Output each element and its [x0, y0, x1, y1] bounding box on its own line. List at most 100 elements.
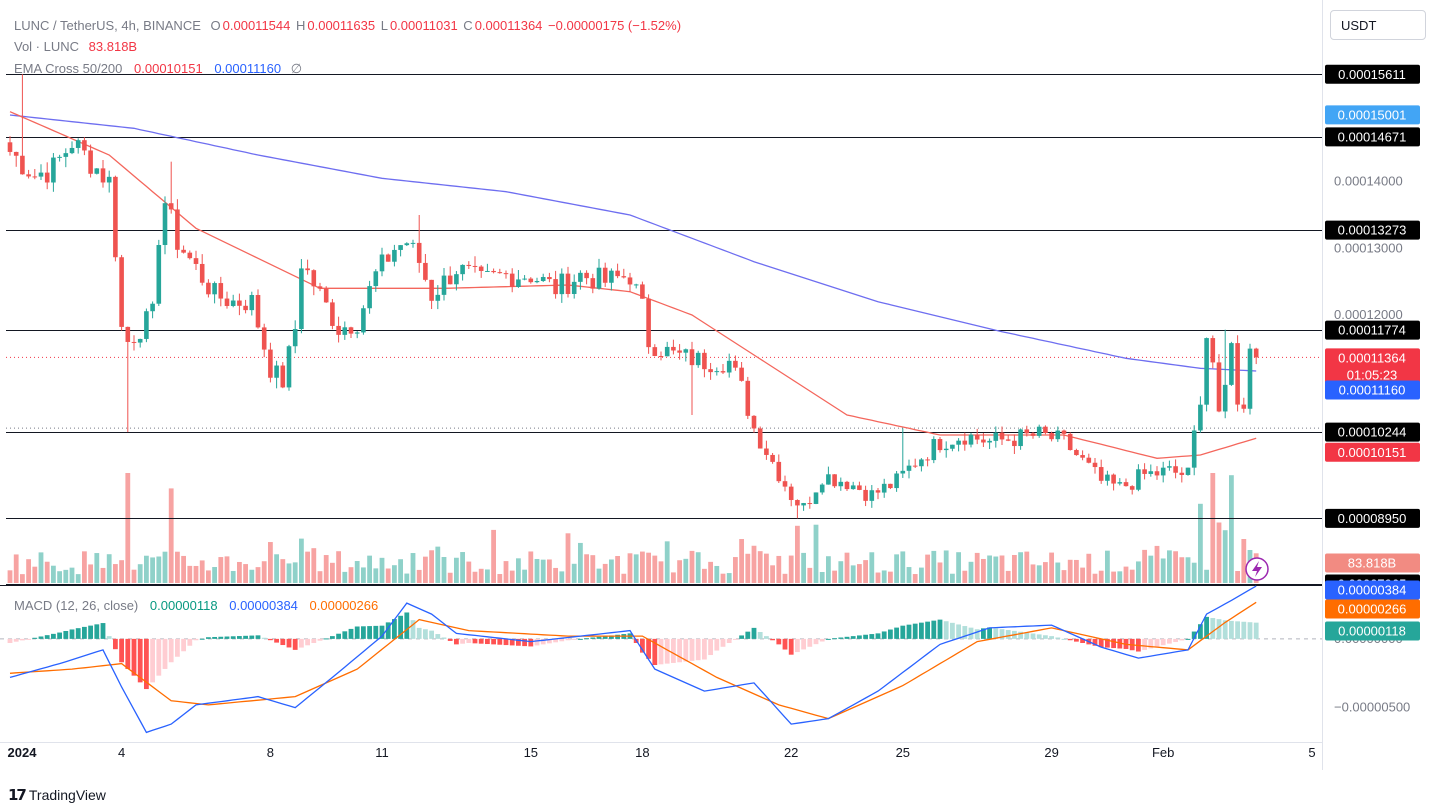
candle-body [1160, 467, 1166, 476]
volume-bar [943, 550, 949, 583]
volume-bar [646, 552, 651, 583]
macd-hist-bar [509, 638, 515, 646]
change-value: −0.00000175 (−1.52%) [548, 18, 682, 33]
volume-bar [218, 557, 224, 583]
volume-bar [187, 565, 193, 583]
candle-body [88, 150, 93, 174]
time-axis-tick: 5 [1308, 745, 1315, 760]
candle-body [255, 295, 261, 328]
volume-bar [757, 551, 763, 583]
macd-hist-bar [540, 638, 546, 645]
price-axis[interactable]: 0.00014000 0.00013000 0.00012000 [1334, 174, 1403, 322]
macd-hist-bar [838, 637, 844, 639]
time-axis[interactable]: 2024 4 8 11 15 18 22 25 29 Feb 5 [8, 745, 1316, 760]
candle-body [956, 440, 961, 445]
volume-tag-text: 83.818B [1348, 556, 1396, 571]
currency-button[interactable]: USDT [1330, 10, 1426, 40]
macd-hist-bar [1229, 620, 1234, 639]
macd-hist-bar [1142, 638, 1147, 650]
lightning-icon[interactable] [1245, 557, 1269, 581]
candle-body [571, 281, 577, 294]
candle-body [844, 481, 850, 490]
volume-bar [286, 563, 292, 583]
candle-body [32, 176, 38, 178]
volume-bar [788, 555, 794, 583]
candle-body [925, 459, 930, 461]
macd-hist-bar [1235, 621, 1240, 639]
candle-body [764, 448, 769, 455]
candle-body [1030, 433, 1036, 436]
volume-bar [447, 572, 453, 583]
candle-body [392, 249, 397, 262]
volume-bar [497, 574, 503, 583]
macd-hist-bar [658, 638, 664, 665]
volume-bar [912, 574, 918, 583]
price-marker-tag-text: 0.00015001 [1338, 107, 1407, 122]
macd-hist-bar [528, 638, 534, 647]
volume-bar [392, 565, 397, 583]
macd-value-tag: 0.00000266 [1325, 599, 1420, 619]
candle-body [1105, 474, 1110, 481]
macd-hist-bar [646, 638, 651, 659]
volume-bar [658, 561, 664, 583]
macd-hist-bar [13, 638, 19, 642]
candle-body [968, 434, 974, 445]
volume-bar [720, 573, 726, 583]
macd-hist-bar [962, 626, 968, 639]
candle-body [881, 483, 887, 493]
ema-hidden-icon[interactable]: ∅ [290, 61, 303, 76]
candle-body [677, 350, 682, 353]
candle-body [82, 140, 87, 151]
time-axis-tick: 11 [375, 745, 389, 760]
volume-bar [379, 557, 385, 583]
volume-bar [671, 572, 676, 583]
candle-body [20, 155, 25, 175]
macd-hist-bar [993, 628, 999, 639]
volume-bar [361, 567, 366, 583]
candle-body [237, 300, 242, 306]
candle-body [137, 338, 143, 343]
volume-bar [1191, 562, 1197, 583]
macd-hist-bar [720, 638, 726, 647]
candle-body [410, 242, 416, 244]
macd-hist-bar [472, 638, 478, 644]
macd-hist-bar [441, 637, 447, 639]
volume-bar [385, 568, 391, 583]
candle-body [13, 151, 19, 156]
macd-value-tag: 0.00000384 [1325, 580, 1420, 600]
macd-histogram [7, 612, 1259, 690]
candle-body [1024, 429, 1030, 434]
macd-hist-bar [584, 638, 589, 640]
volume-bar [206, 570, 211, 583]
candle-body [119, 257, 124, 327]
volume-bar [51, 565, 56, 583]
volume-bar [20, 574, 25, 583]
volume-bar [1210, 473, 1216, 583]
macd-hist-bar [999, 629, 1005, 639]
candle-body [162, 203, 168, 246]
candle-body [1235, 343, 1240, 405]
candle-body [144, 311, 149, 339]
macd-hist-bar [863, 634, 868, 639]
macd-signal-value: 0.00000266 [309, 598, 379, 613]
candle-body [609, 270, 614, 283]
time-axis-tick: 2024 [8, 745, 38, 760]
candle-body [206, 282, 211, 295]
macd-hist-bar [317, 638, 323, 641]
volume-bar [733, 557, 738, 583]
volume-bar [299, 538, 304, 583]
candle-body [1012, 440, 1017, 447]
volume-bar [75, 574, 81, 583]
volume-bar [1136, 561, 1141, 583]
macd-hist-bar [906, 624, 912, 639]
tradingview-logo[interactable]: 𝟭𝟳 TradingView [8, 786, 106, 804]
volume-legend: Vol · LUNC 83.818B [14, 39, 139, 54]
volume-bar [1235, 571, 1240, 583]
volume-bar [1055, 562, 1061, 583]
candle-body [534, 281, 540, 283]
volume-bar [962, 570, 968, 583]
macd-hist-bar [51, 633, 56, 639]
candle-body [497, 272, 503, 274]
macd-hist-bar [1173, 638, 1178, 643]
